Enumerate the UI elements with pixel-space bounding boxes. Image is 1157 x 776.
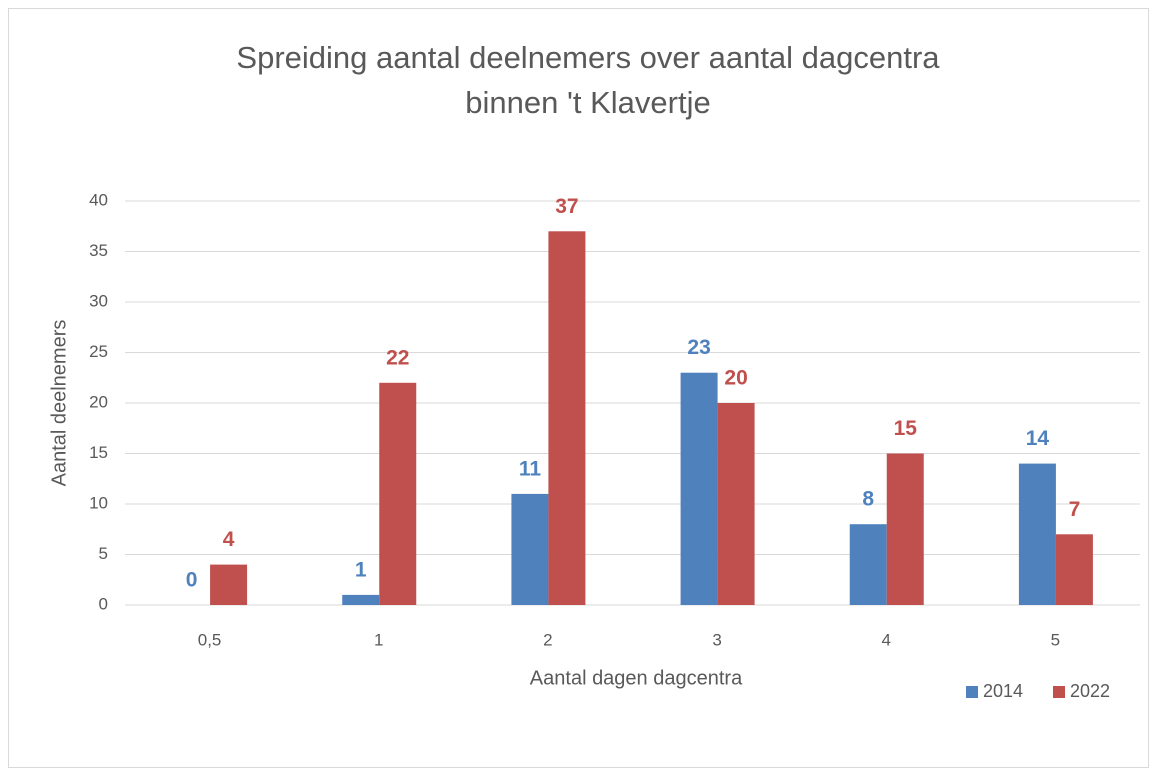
data-label: 37 <box>555 195 578 218</box>
x-tick-label: 3 <box>712 630 721 649</box>
bar <box>511 493 549 605</box>
bar <box>886 453 924 605</box>
data-label: 4 <box>223 528 235 551</box>
bar <box>717 403 755 605</box>
chart-title: binnen 't Klavertje <box>465 85 710 120</box>
y-axis-title: Aantal deelnemers <box>48 320 70 487</box>
data-label: 14 <box>1026 427 1050 450</box>
data-label: 7 <box>1069 498 1081 521</box>
y-tick-label: 30 <box>89 291 108 310</box>
bar <box>379 382 417 605</box>
data-label: 8 <box>862 488 874 511</box>
y-tick-label: 15 <box>89 443 108 462</box>
y-tick-label: 40 <box>89 190 108 209</box>
bar <box>1018 463 1056 605</box>
x-tick-label: 5 <box>1051 630 1060 649</box>
chart-title: Spreiding aantal deelnemers over aantal … <box>236 40 940 75</box>
y-tick-label: 35 <box>89 241 108 260</box>
data-label: 20 <box>724 367 747 390</box>
legend-swatch <box>966 686 978 698</box>
data-label: 15 <box>894 417 918 440</box>
bar <box>680 372 718 605</box>
data-label: 1 <box>355 558 367 581</box>
data-label: 23 <box>687 336 710 359</box>
bar <box>210 564 248 605</box>
data-label: 11 <box>519 457 542 480</box>
bar <box>849 524 887 605</box>
x-axis-title: Aantal dagen dagcentra <box>530 667 743 689</box>
bar <box>342 594 380 605</box>
y-tick-label: 0 <box>99 594 108 613</box>
legend-label: 2014 <box>983 681 1023 701</box>
data-label: 0 <box>186 569 198 592</box>
x-tick-label: 4 <box>882 630 891 649</box>
bar <box>1055 534 1093 605</box>
x-tick-label: 0,5 <box>198 630 222 649</box>
x-tick-label: 1 <box>374 630 383 649</box>
y-tick-label: 10 <box>89 493 108 512</box>
y-tick-label: 5 <box>99 544 108 563</box>
data-label: 22 <box>386 346 409 369</box>
bar <box>548 231 586 606</box>
legend-swatch <box>1053 686 1065 698</box>
y-tick-label: 25 <box>89 342 108 361</box>
legend-label: 2022 <box>1070 681 1110 701</box>
y-tick-label: 20 <box>89 392 108 411</box>
x-tick-label: 2 <box>543 630 552 649</box>
